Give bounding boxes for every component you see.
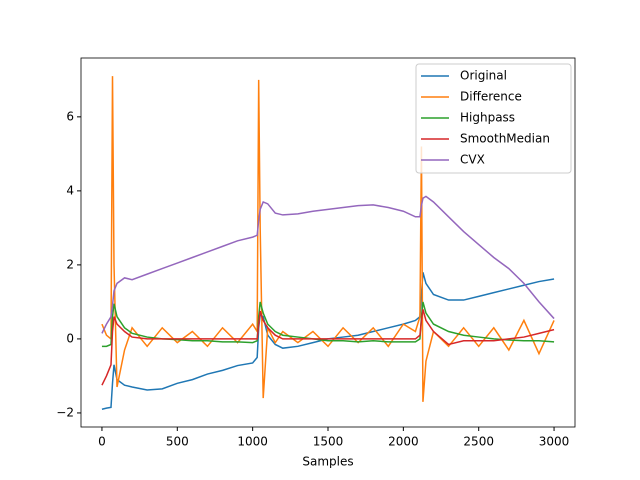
x-tick-label: 0: [98, 435, 106, 449]
x-tick-label: 3000: [539, 435, 570, 449]
series-line: [101, 309, 555, 386]
y-tick-label: 2: [66, 257, 74, 271]
legend-label: Difference: [460, 90, 522, 104]
series-line: [101, 272, 555, 410]
series-line: [101, 301, 555, 348]
legend-label: CVX: [460, 153, 485, 167]
legend-label: Original: [460, 69, 507, 83]
x-tick-label: 500: [166, 435, 189, 449]
x-axis-label: Samples: [302, 455, 353, 469]
y-tick-label: 6: [66, 109, 74, 123]
legend-label: SmoothMedian: [460, 132, 550, 146]
y-tick-label: 4: [66, 183, 74, 197]
x-tick-label: 1000: [237, 435, 268, 449]
x-tick-label: 2500: [463, 435, 494, 449]
legend-box: [415, 63, 572, 174]
x-tick-label: 1500: [313, 435, 344, 449]
y-tick-label: 0: [66, 331, 74, 345]
x-tick-label: 2000: [388, 435, 419, 449]
plot-frame: [80, 57, 576, 428]
y-tick-label: −2: [56, 405, 74, 419]
series-line: [101, 195, 555, 334]
legend-label: Highpass: [460, 111, 515, 125]
